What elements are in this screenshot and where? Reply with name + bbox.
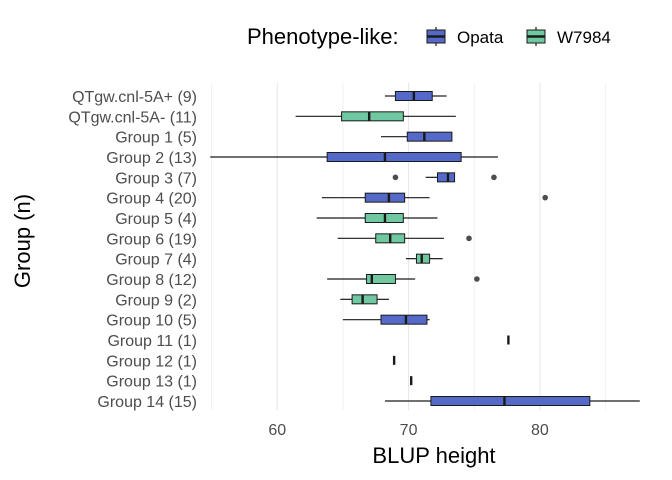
box-group — [392, 172, 497, 183]
outlier-point — [392, 174, 399, 181]
box-group — [327, 274, 480, 284]
y-tick-label: QTgw.cnl-5A- (11) — [68, 109, 197, 126]
y-tick-label: Group 6 (19) — [106, 231, 197, 248]
box-group — [321, 192, 548, 203]
box-group — [337, 233, 472, 244]
box — [430, 396, 591, 406]
box-group — [384, 396, 640, 406]
box-series — [210, 91, 640, 406]
x-tick-label: 70 — [400, 422, 418, 439]
box — [364, 192, 406, 203]
y-tick-label: Group 1 (5) — [115, 130, 197, 147]
box — [406, 131, 453, 142]
y-tick-label: Group 11 (1) — [107, 333, 197, 350]
y-tick-label: Group 3 (7) — [115, 170, 197, 187]
legend-item: Opata — [426, 27, 504, 47]
box — [415, 253, 431, 264]
y-axis-title: Group (n) — [10, 194, 35, 288]
y-tick-label: Group 13 (1) — [106, 374, 197, 391]
outlier-point — [491, 174, 497, 181]
y-tick-label: Group 8 (12) — [106, 272, 197, 289]
box — [366, 274, 396, 284]
y-tick-label: Group 5 (4) — [115, 211, 197, 228]
x-tick-label: 60 — [268, 422, 286, 439]
y-tick-label: Group 2 (13) — [106, 150, 197, 167]
outlier-point — [474, 276, 480, 282]
y-tick-label: Group 7 (4) — [115, 252, 197, 269]
box-group — [342, 314, 430, 325]
legend: Phenotype-like: Opata W7984 — [247, 24, 611, 49]
outlier-point — [542, 194, 548, 201]
box — [436, 172, 456, 183]
box-group — [316, 213, 438, 223]
box-group — [381, 131, 453, 142]
y-tick-label: Group 12 (1) — [106, 353, 197, 370]
box — [380, 314, 428, 325]
box-group — [405, 253, 443, 264]
box-group — [210, 152, 498, 162]
legend-label: W7984 — [557, 28, 611, 47]
legend-items: Opata W7984 — [426, 27, 611, 47]
legend-label: Opata — [457, 28, 504, 47]
y-axis-tick-labels: QTgw.cnl-5A+ (9) QTgw.cnl-5A- (11) Group 1… — [68, 89, 197, 411]
x-axis-tick-labels: 60 70 80 — [268, 422, 549, 439]
x-tick-label: 80 — [531, 422, 549, 439]
x-axis-title: BLUP height — [372, 443, 495, 468]
box-group — [295, 111, 456, 122]
y-tick-label: Group 9 (2) — [115, 292, 197, 309]
box-group — [384, 91, 447, 101]
box — [351, 294, 378, 305]
legend-item: W7984 — [526, 27, 611, 47]
outlier-point — [466, 235, 472, 242]
box-group — [340, 294, 389, 305]
legend-title: Phenotype-like: — [247, 24, 399, 49]
y-tick-label: QTgw.cnl-5A+ (9) — [72, 89, 197, 106]
y-tick-label: Group 14 (15) — [97, 394, 197, 411]
y-tick-label: Group 4 (20) — [106, 191, 197, 208]
box — [326, 152, 462, 162]
y-tick-label: Group 10 (5) — [106, 313, 197, 330]
box — [341, 111, 404, 122]
